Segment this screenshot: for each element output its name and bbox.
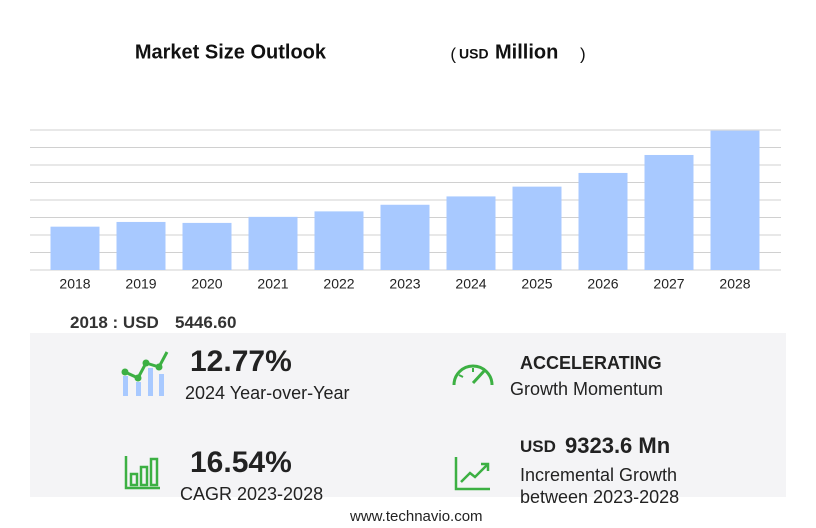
x-tick-label: 2021 — [257, 276, 288, 292]
bar — [314, 211, 364, 270]
yoy-icon — [121, 351, 169, 396]
incr-label: Incremental Growth — [520, 465, 678, 485]
yoy-label: 2024 Year-over-Year — [185, 383, 350, 403]
incr-value: 9323.6 Mn — [565, 433, 671, 458]
footer: www.technavio.com — [350, 508, 483, 525]
x-tick-label: 2026 — [587, 276, 618, 292]
title-paren: ) — [580, 44, 586, 63]
yoy-value: 12.77% — [190, 345, 292, 378]
x-tick-label: 2027 — [653, 276, 684, 292]
incr-icon — [454, 457, 490, 491]
cagr-icon — [124, 456, 160, 490]
incr-label: between 2023-2028 — [520, 487, 680, 507]
x-tick-label: 2028 — [719, 276, 750, 292]
momentum-icon — [452, 364, 494, 386]
bar — [380, 204, 430, 270]
bar — [50, 226, 100, 270]
title-currency: USD — [459, 46, 489, 62]
bar — [710, 130, 760, 270]
bar — [644, 154, 694, 270]
x-tick-label: 2025 — [521, 276, 552, 292]
cagr-label: CAGR 2023-2028 — [180, 484, 324, 504]
momentum-value: ACCELERATING — [520, 353, 662, 373]
bar — [182, 222, 232, 270]
x-tick-label: 2020 — [191, 276, 222, 292]
x-tick-label: 2023 — [389, 276, 420, 292]
base-label: 2018 : USD — [70, 313, 159, 332]
momentum-label: Growth Momentum — [510, 379, 664, 399]
x-tick-label: 2019 — [125, 276, 156, 292]
chart-title: Market Size Outlook — [135, 41, 327, 63]
bar — [578, 172, 628, 270]
x-tick-label: 2018 — [59, 276, 90, 292]
title-paren: ( — [450, 44, 456, 63]
bar — [512, 186, 562, 270]
cagr-value: 16.54% — [190, 446, 292, 479]
chart: Market Size Outlook ( USD Million ) 2018… — [30, 41, 781, 292]
incr-currency: USD — [520, 437, 556, 456]
x-tick-label: 2022 — [323, 276, 354, 292]
title-unit: Million — [495, 41, 558, 63]
bar — [248, 216, 298, 270]
x-tick-label: 2024 — [455, 276, 486, 292]
base-value: 5446.60 — [175, 313, 237, 332]
bar — [446, 196, 496, 270]
bar — [116, 221, 166, 270]
